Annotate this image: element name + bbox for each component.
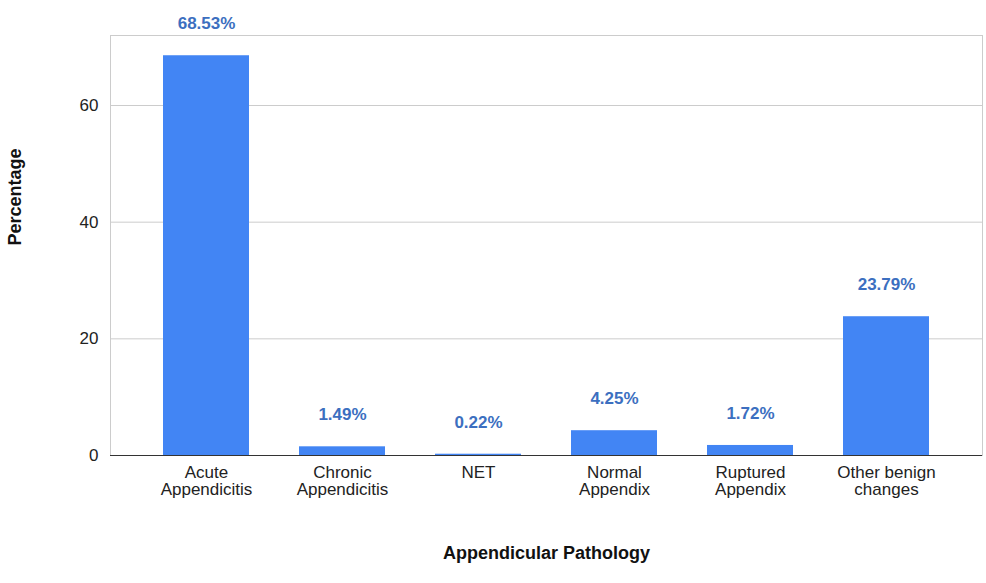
svg-text:68.53%: 68.53%	[178, 14, 236, 33]
svg-text:60: 60	[80, 96, 99, 115]
svg-text:0.22%: 0.22%	[454, 413, 502, 432]
svg-text:Percentage: Percentage	[5, 148, 25, 245]
svg-text:23.79%: 23.79%	[858, 275, 916, 294]
svg-text:20: 20	[80, 329, 99, 348]
svg-text:ChronicAppendicitis: ChronicAppendicitis	[297, 463, 389, 499]
svg-text:Appendicular Pathology: Appendicular Pathology	[443, 543, 650, 563]
svg-text:Other benignchanges: Other benignchanges	[837, 463, 935, 499]
svg-text:40: 40	[80, 213, 99, 232]
svg-text:4.25%: 4.25%	[590, 389, 638, 408]
svg-text:RupturedAppendix: RupturedAppendix	[715, 463, 786, 499]
svg-text:NormalAppendix: NormalAppendix	[579, 463, 650, 499]
svg-text:1.72%: 1.72%	[726, 404, 774, 423]
svg-text:1.49%: 1.49%	[318, 405, 366, 424]
svg-text:0: 0	[89, 446, 98, 465]
svg-text:AcuteAppendicitis: AcuteAppendicitis	[161, 463, 253, 499]
svg-text:NET: NET	[462, 463, 496, 482]
